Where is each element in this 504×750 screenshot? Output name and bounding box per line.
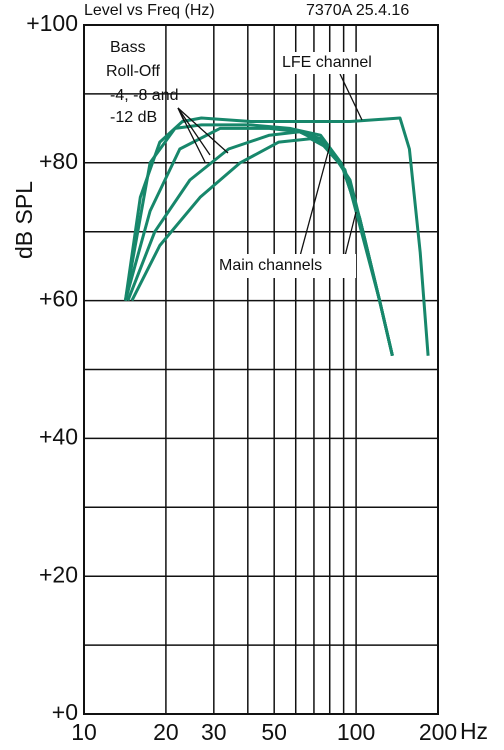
response-curve <box>123 116 430 356</box>
label-bg <box>216 254 356 278</box>
annotation: -12 dB <box>110 109 157 126</box>
label-bg <box>280 52 398 74</box>
x-tick-label: 20 <box>153 719 179 745</box>
x-tick-label: 100 <box>337 719 375 745</box>
plot-frame <box>83 24 439 715</box>
x-tick-label: 50 <box>261 719 287 745</box>
chart-title: Level vs Freq (Hz) <box>84 2 215 19</box>
annotation-leaders <box>177 73 363 257</box>
y-tick-label: +20 <box>39 561 78 587</box>
annotation: LFE channel <box>282 54 372 71</box>
annotation: -4, -8 and <box>110 87 178 104</box>
annotation: Roll-Off <box>106 63 160 80</box>
y-tick-label: +40 <box>39 423 78 449</box>
x-tick-label: 10 <box>71 719 97 745</box>
chart-subtitle: 7370A 25.4.16 <box>306 2 409 19</box>
response-curve <box>130 137 394 357</box>
y-tick-label: +0 <box>52 699 78 725</box>
x-tick-label: 200 <box>419 719 457 745</box>
x-axis-label: Hz <box>460 718 488 744</box>
annotation: Bass <box>110 39 146 56</box>
x-tick-label: 30 <box>201 719 227 745</box>
y-axis-label: dB SPL <box>11 181 37 259</box>
y-tick-label: +100 <box>26 10 78 36</box>
response-curve <box>126 130 394 357</box>
annotation: Main channels <box>219 257 322 274</box>
y-tick-label: +60 <box>39 286 78 312</box>
y-tick-label: +80 <box>39 148 78 174</box>
